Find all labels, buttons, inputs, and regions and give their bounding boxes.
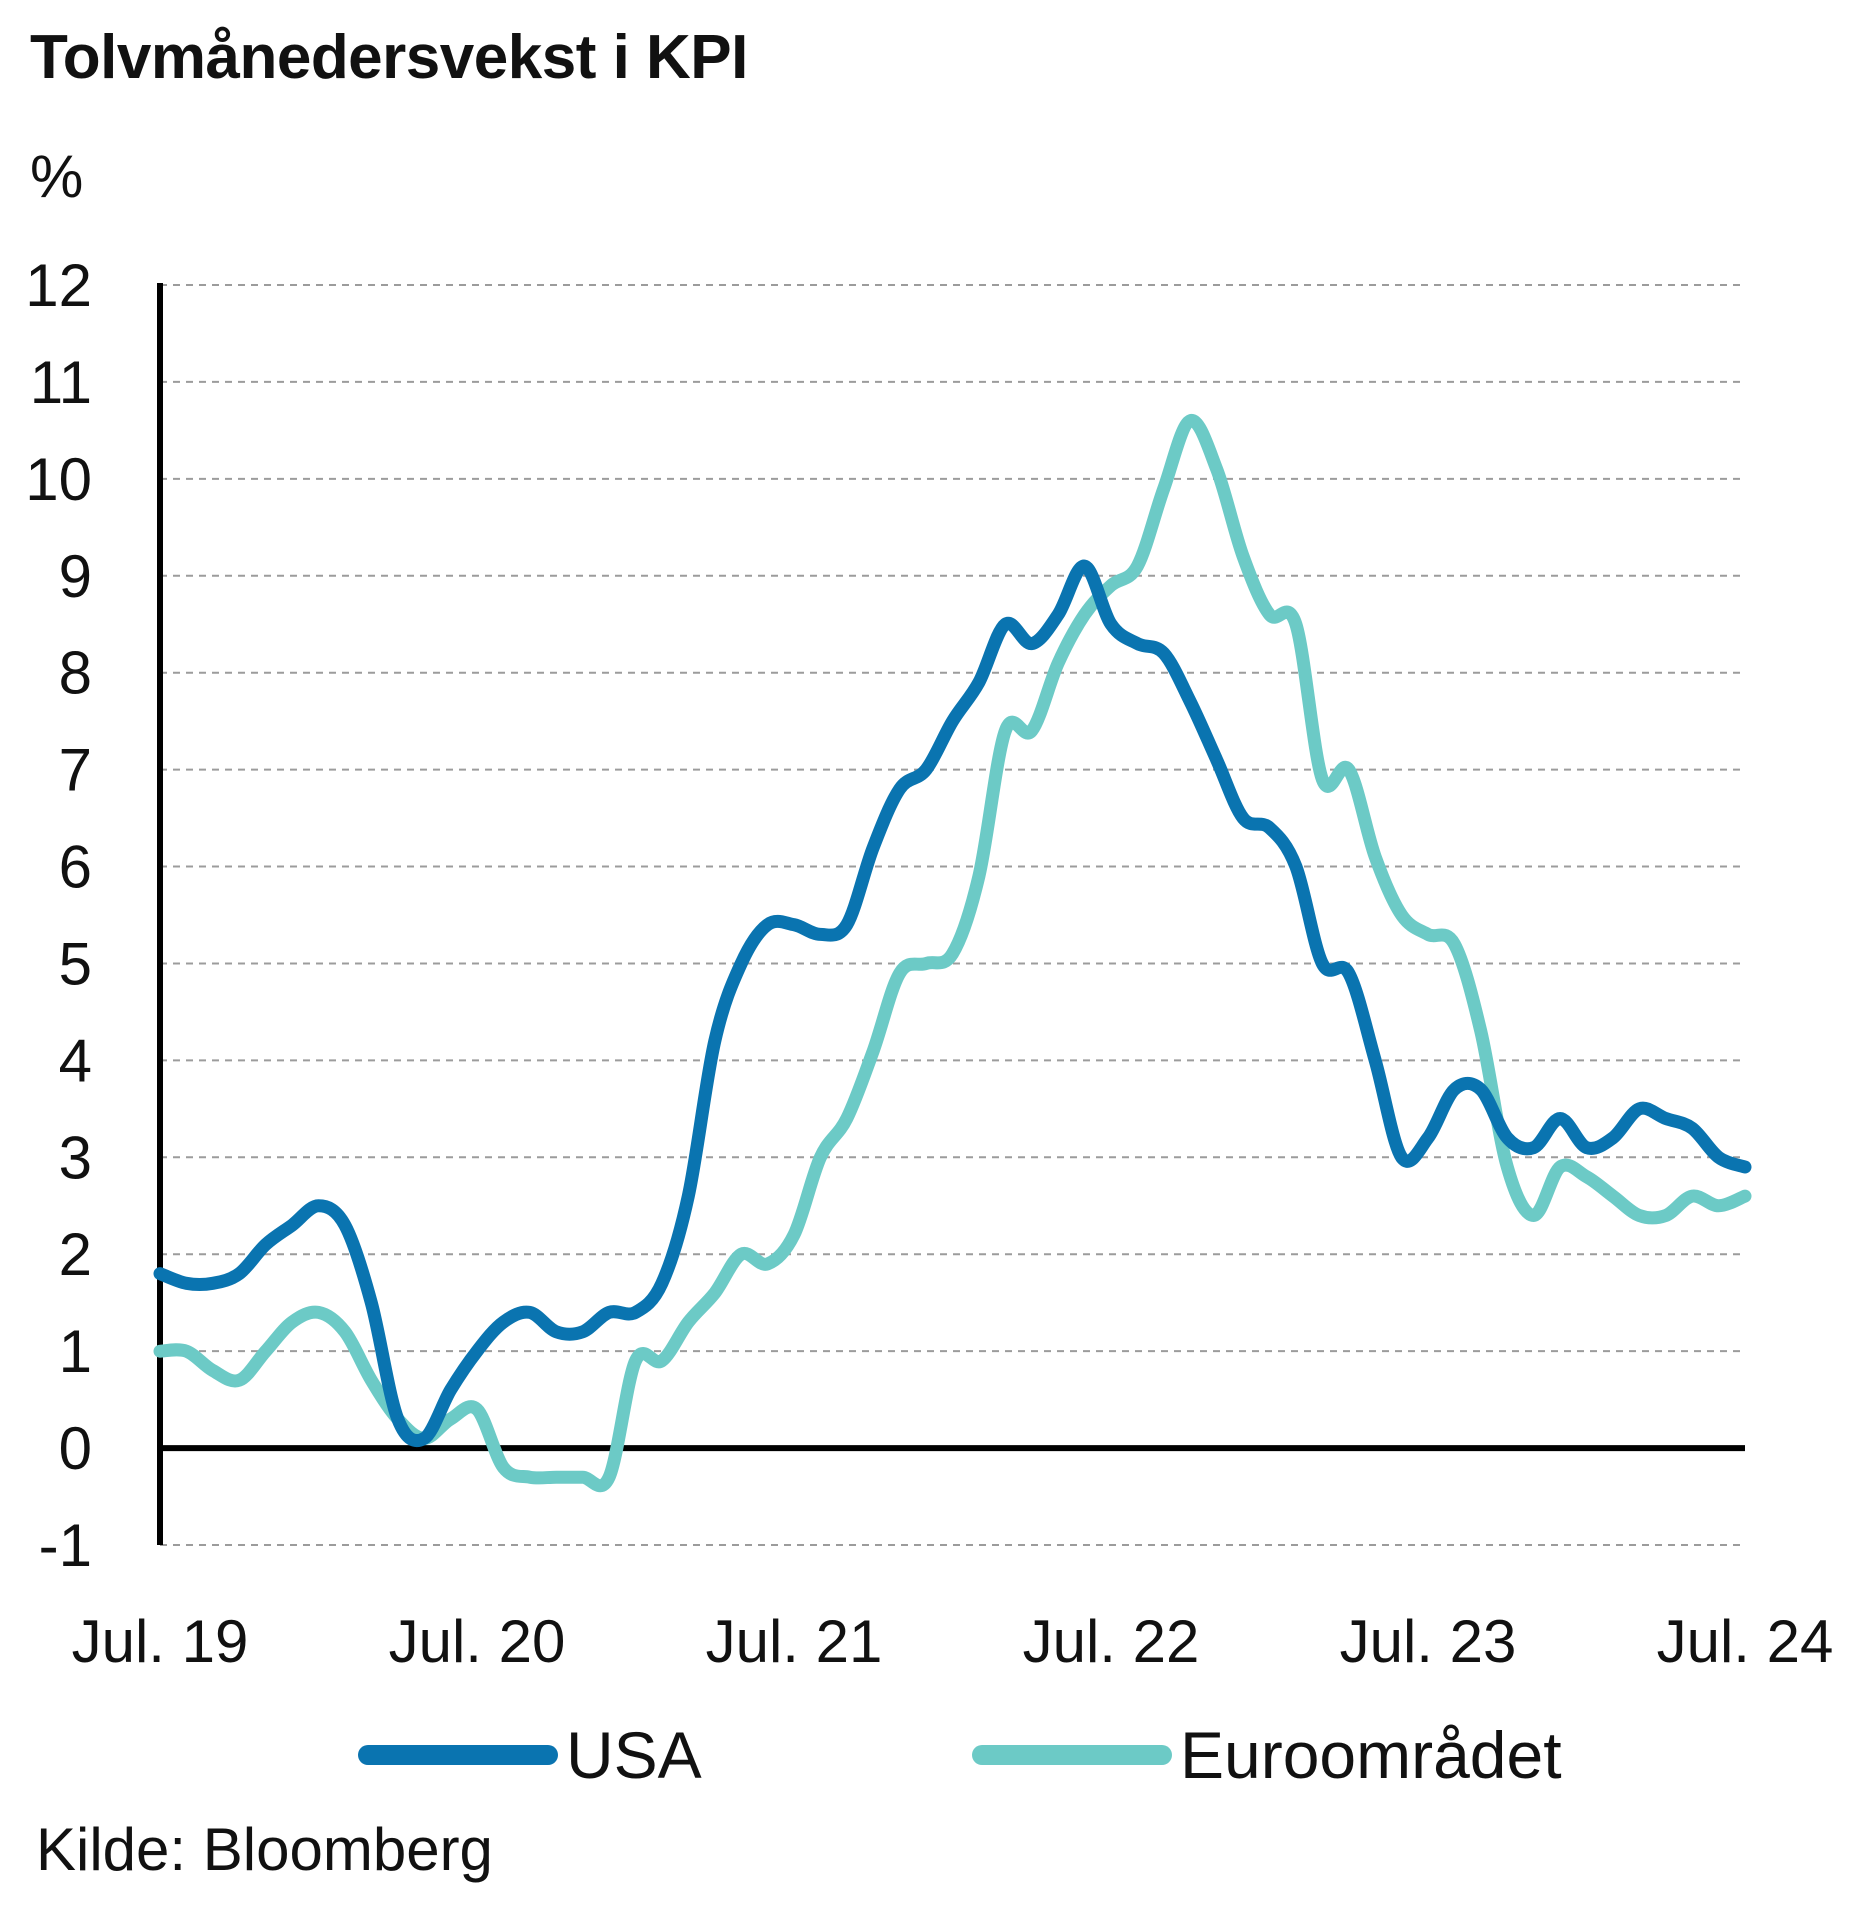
series-line-usa bbox=[153, 559, 1752, 1448]
series-line-euroomradet bbox=[153, 414, 1752, 1493]
axes bbox=[157, 283, 1745, 1545]
y-tick-label: 6 bbox=[59, 834, 92, 901]
legend: USA Euroområdet bbox=[0, 1700, 1871, 1810]
legend-label-usa: USA bbox=[566, 1718, 702, 1792]
x-tick-label: Jul. 23 bbox=[1340, 1608, 1517, 1675]
y-tick-label: 8 bbox=[59, 640, 92, 707]
y-tick-label: 0 bbox=[59, 1415, 92, 1482]
x-tick-label: Jul. 20 bbox=[389, 1608, 566, 1675]
y-tick-label: 4 bbox=[59, 1027, 92, 1094]
y-tick-label: 9 bbox=[59, 543, 92, 610]
series-lines bbox=[153, 414, 1752, 1493]
legend-item-euroomradet: Euroområdet bbox=[972, 1700, 1562, 1810]
x-tick-label: Jul. 19 bbox=[72, 1608, 249, 1675]
y-tick-label: 3 bbox=[59, 1124, 92, 1191]
legend-swatch-euroomradet bbox=[972, 1745, 1172, 1765]
y-tick-label: 10 bbox=[25, 446, 92, 513]
chart-title: Tolvmånedersvekst i KPI bbox=[30, 23, 748, 92]
legend-item-usa: USA bbox=[358, 1700, 702, 1810]
source-note: Kilde: Bloomberg bbox=[36, 1816, 493, 1883]
y-axis-unit-label: % bbox=[30, 143, 84, 210]
gridlines bbox=[160, 284, 1745, 1546]
x-tick-label: Jul. 22 bbox=[1023, 1608, 1200, 1675]
y-tick-label: 1 bbox=[59, 1318, 92, 1385]
y-tick-label: 7 bbox=[59, 737, 92, 804]
y-tick-label: 11 bbox=[30, 349, 92, 416]
y-tick-label: 2 bbox=[59, 1221, 92, 1288]
legend-label-euroomradet: Euroområdet bbox=[1180, 1718, 1562, 1792]
y-tick-label: 5 bbox=[59, 930, 92, 997]
legend-swatch-usa bbox=[358, 1745, 558, 1765]
y-tick-label: -1 bbox=[39, 1512, 92, 1579]
x-tick-label: Jul. 24 bbox=[1657, 1608, 1834, 1675]
x-tick-label: Jul. 21 bbox=[706, 1608, 883, 1675]
x-tick-labels: Jul. 19 Jul. 20 Jul. 21 Jul. 22 Jul. 23 Jul. … bbox=[72, 1608, 1834, 1675]
y-tick-label: 12 bbox=[25, 252, 92, 319]
